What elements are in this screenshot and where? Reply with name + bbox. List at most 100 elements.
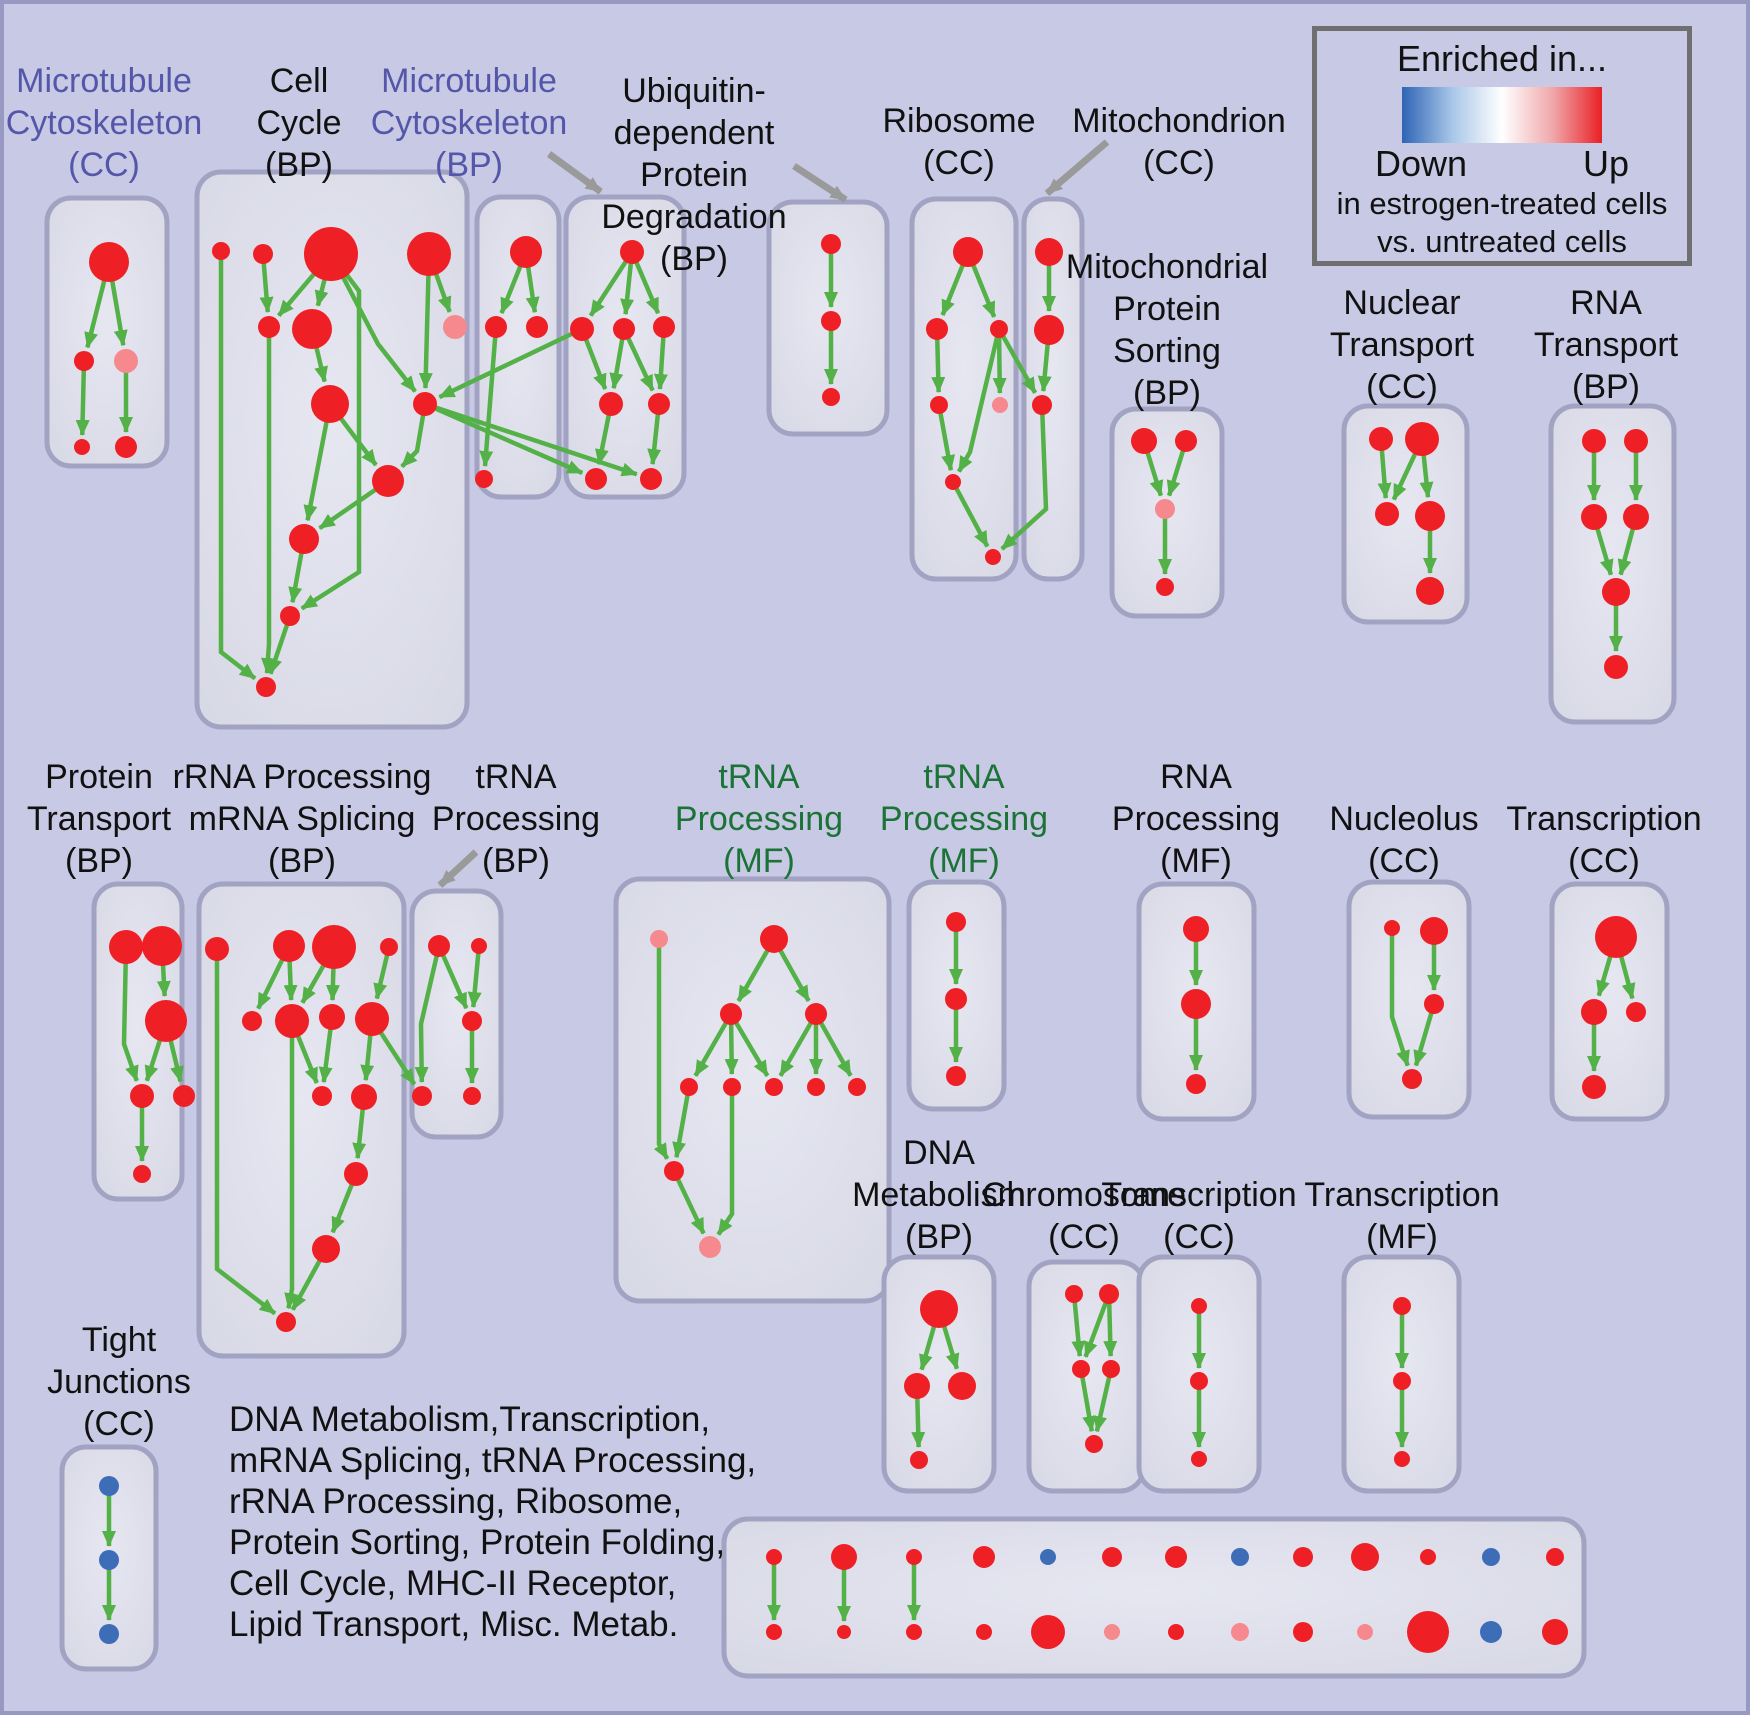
go-term-node [945, 988, 967, 1010]
label-callout-arrow [1044, 139, 1110, 197]
go-term-node [805, 1003, 827, 1025]
go-term-node [723, 1078, 741, 1096]
go-term-node [720, 1003, 742, 1025]
go-term-node [1604, 655, 1628, 679]
edge [1078, 1368, 1097, 1433]
go-term-node [976, 1624, 992, 1640]
go-term-node [351, 1084, 377, 1110]
go-term-node [1581, 999, 1607, 1025]
go-term-node [1168, 1624, 1184, 1640]
go-term-node [620, 240, 644, 264]
go-term-node [760, 925, 788, 953]
go-term-node [1420, 1549, 1436, 1565]
go-term-node [1482, 1548, 1500, 1566]
go-term-node [1165, 1546, 1187, 1568]
go-term-node [1407, 1611, 1449, 1653]
go-term-node [380, 938, 398, 956]
edge [329, 252, 417, 393]
go-term-node [1393, 1297, 1411, 1315]
go-term-node [485, 316, 507, 338]
edge [1413, 1003, 1437, 1067]
go-term-node [906, 1624, 922, 1640]
go-term-node [585, 468, 607, 490]
go-term-node [275, 1004, 309, 1038]
go-term-node [930, 396, 948, 414]
go-term-node [1542, 1619, 1568, 1645]
go-term-node [1190, 1372, 1208, 1390]
go-term-node [1480, 1621, 1502, 1643]
go-term-node [1085, 1435, 1103, 1453]
cluster-box-chromosome [1026, 1259, 1147, 1494]
legend-gradient-bar [1402, 87, 1602, 143]
edge [284, 1021, 299, 1310]
edge [1000, 404, 1049, 551]
go-term-node [74, 351, 94, 371]
edge [75, 360, 90, 437]
edge [414, 945, 442, 1084]
go-term-node [1424, 994, 1444, 1014]
legend-note-line1: in estrogen-treated cells [1336, 186, 1668, 221]
go-term-node [412, 1086, 432, 1106]
cluster-box-ubiq [563, 194, 687, 500]
go-term-node [311, 385, 349, 423]
go-term-node [1032, 395, 1052, 415]
go-term-node [640, 468, 662, 490]
go-term-node [613, 318, 635, 340]
go-term-node [822, 388, 840, 406]
cluster-box-wide [721, 1516, 1587, 1679]
edge [436, 945, 469, 1010]
go-term-node [99, 1550, 119, 1570]
edge [814, 1012, 853, 1077]
edge [424, 401, 584, 476]
go-term-node [926, 318, 948, 340]
go-term-node [837, 1625, 851, 1639]
go-term-node [906, 1549, 922, 1565]
edge [653, 939, 670, 1160]
go-term-node [114, 349, 138, 373]
go-term-node [664, 1161, 684, 1181]
cluster-box-ribosome [909, 196, 1019, 582]
go-term-node [1191, 1451, 1207, 1467]
misc-categories-line: Cell Cycle, MHC-II Receptor, [229, 1564, 677, 1603]
go-term-node [1357, 1624, 1373, 1640]
go-term-node [1351, 1543, 1379, 1571]
go-term-node [1293, 1622, 1313, 1642]
go-term-node [1623, 504, 1649, 530]
go-term-node [344, 1162, 368, 1186]
go-term-node [1175, 430, 1197, 452]
go-term-node [428, 935, 450, 957]
go-term-node [945, 474, 961, 490]
go-term-node [910, 1451, 928, 1469]
go-term-node [273, 930, 305, 962]
go-term-node [280, 606, 300, 626]
go-term-node [1416, 577, 1444, 605]
go-term-node [1582, 429, 1606, 453]
go-term-node [680, 1078, 698, 1096]
go-term-node [475, 470, 493, 488]
go-term-node [355, 1002, 389, 1036]
go-term-node [599, 392, 623, 416]
edge [268, 615, 293, 675]
go-term-node [985, 549, 1001, 565]
go-term-node [1102, 1360, 1120, 1378]
go-term-node [1231, 1623, 1249, 1641]
go-term-node [312, 1235, 340, 1263]
go-term-node [1035, 238, 1063, 266]
misc-categories-line: DNA Metabolism,Transcription, [229, 1400, 711, 1439]
go-term-node [650, 930, 668, 948]
go-term-node [1420, 917, 1448, 945]
edge [438, 326, 583, 400]
edge [997, 327, 1038, 394]
go-term-node [1104, 1624, 1120, 1640]
go-term-node [848, 1078, 866, 1096]
misc-categories-line: Lipid Transport, Misc. Metab. [229, 1605, 679, 1644]
go-term-node [1581, 504, 1607, 530]
go-term-node [653, 316, 675, 338]
go-term-node [463, 1087, 481, 1105]
go-term-node [205, 937, 229, 961]
go-term-node [1369, 427, 1393, 451]
legend-up-label: Up [1582, 143, 1629, 184]
go-term-node [1402, 1069, 1422, 1089]
go-term-node [276, 1312, 296, 1332]
edge [951, 480, 990, 548]
